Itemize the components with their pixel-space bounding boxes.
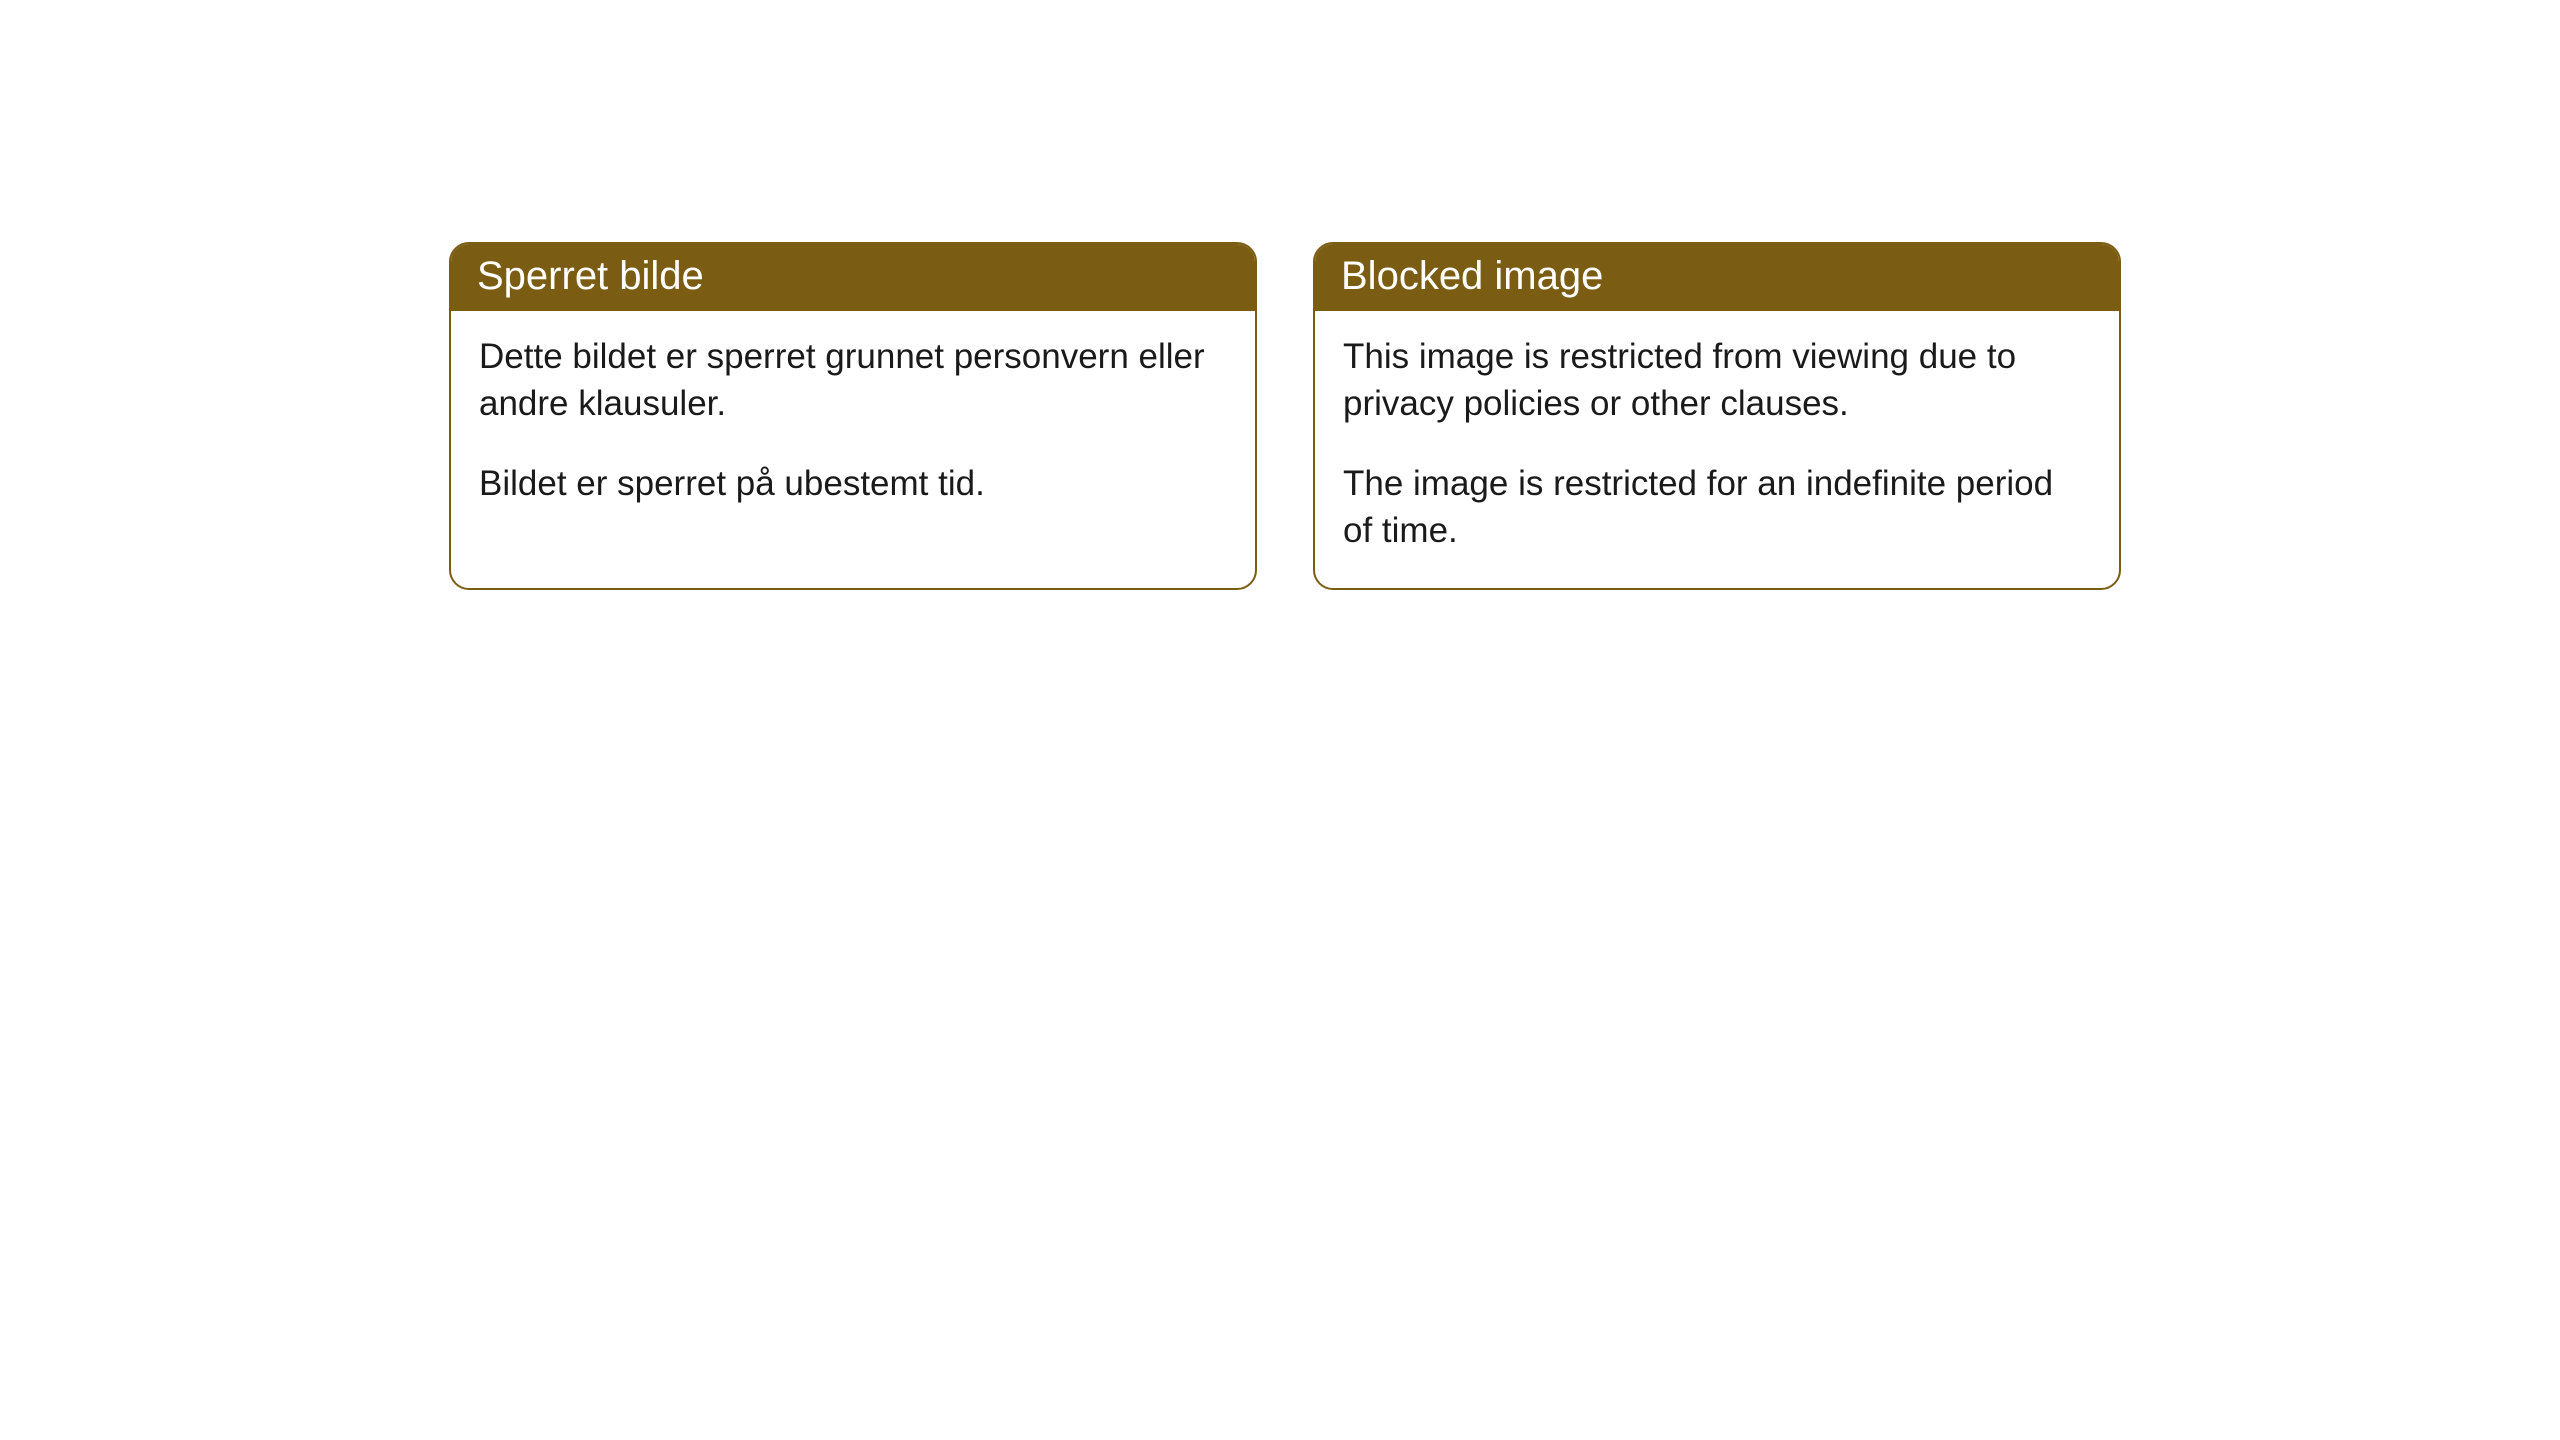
card-body-english: This image is restricted from viewing du… bbox=[1315, 311, 2119, 588]
notice-card-norwegian: Sperret bilde Dette bildet er sperret gr… bbox=[449, 242, 1257, 590]
notice-card-english: Blocked image This image is restricted f… bbox=[1313, 242, 2121, 590]
card-title-english: Blocked image bbox=[1315, 244, 2119, 311]
card-paragraph: The image is restricted for an indefinit… bbox=[1343, 460, 2091, 555]
card-paragraph: Dette bildet er sperret grunnet personve… bbox=[479, 333, 1227, 428]
card-paragraph: Bildet er sperret på ubestemt tid. bbox=[479, 460, 1227, 507]
notice-cards-container: Sperret bilde Dette bildet er sperret gr… bbox=[449, 242, 2121, 590]
card-body-norwegian: Dette bildet er sperret grunnet personve… bbox=[451, 311, 1255, 541]
card-title-norwegian: Sperret bilde bbox=[451, 244, 1255, 311]
card-paragraph: This image is restricted from viewing du… bbox=[1343, 333, 2091, 428]
